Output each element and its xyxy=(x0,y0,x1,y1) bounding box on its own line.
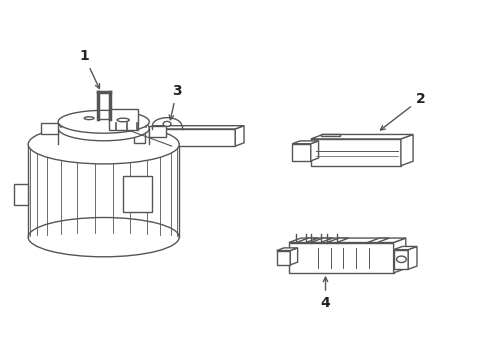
Polygon shape xyxy=(327,238,349,243)
Polygon shape xyxy=(311,141,319,161)
Ellipse shape xyxy=(396,256,406,262)
Ellipse shape xyxy=(58,111,149,133)
Polygon shape xyxy=(292,144,311,161)
Polygon shape xyxy=(277,251,290,265)
Polygon shape xyxy=(311,139,401,166)
Text: 3: 3 xyxy=(169,84,182,120)
Polygon shape xyxy=(393,238,406,273)
Ellipse shape xyxy=(58,116,149,141)
Ellipse shape xyxy=(28,217,179,257)
Polygon shape xyxy=(123,176,152,212)
Polygon shape xyxy=(401,134,413,166)
FancyBboxPatch shape xyxy=(320,134,340,136)
Polygon shape xyxy=(289,243,393,273)
Polygon shape xyxy=(277,248,297,251)
Polygon shape xyxy=(296,238,318,243)
Polygon shape xyxy=(311,134,413,139)
Polygon shape xyxy=(292,141,318,144)
Polygon shape xyxy=(41,123,58,134)
Ellipse shape xyxy=(28,125,179,164)
Text: 2: 2 xyxy=(380,92,425,130)
Polygon shape xyxy=(109,109,138,130)
Polygon shape xyxy=(408,247,417,269)
Ellipse shape xyxy=(117,118,129,122)
Text: 4: 4 xyxy=(320,277,330,310)
Polygon shape xyxy=(290,248,297,265)
Polygon shape xyxy=(368,238,390,243)
Polygon shape xyxy=(289,238,406,243)
Polygon shape xyxy=(14,184,28,205)
Polygon shape xyxy=(311,238,333,243)
Ellipse shape xyxy=(84,117,94,120)
Polygon shape xyxy=(393,249,408,269)
Polygon shape xyxy=(134,132,145,143)
Polygon shape xyxy=(145,129,235,146)
Polygon shape xyxy=(149,126,166,137)
Polygon shape xyxy=(393,247,417,249)
Polygon shape xyxy=(235,126,244,146)
Ellipse shape xyxy=(163,121,171,126)
Text: 1: 1 xyxy=(79,49,99,89)
Polygon shape xyxy=(145,126,244,129)
